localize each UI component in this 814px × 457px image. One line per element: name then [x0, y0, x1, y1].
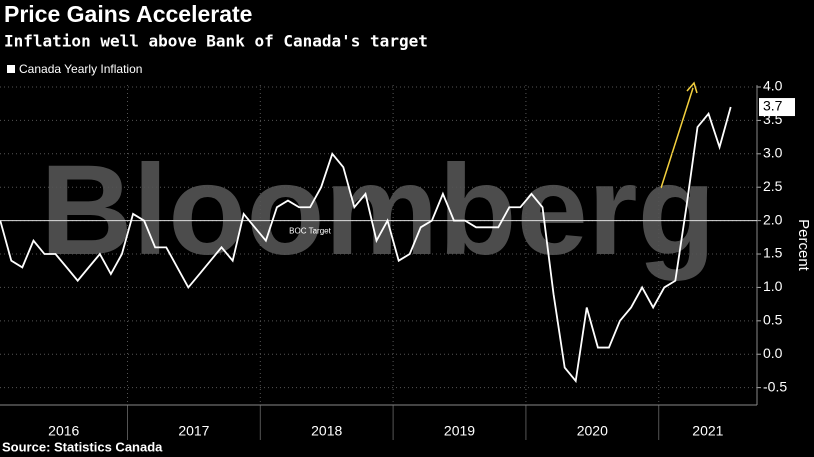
y-tick-label: 1.5: [763, 245, 783, 261]
y-tick-label: 0.5: [763, 312, 783, 328]
y-tick-label: 4.0: [763, 78, 783, 94]
legend-label: Canada Yearly Inflation: [19, 62, 142, 76]
target-label: BOC Target: [289, 227, 331, 236]
source: Source: Statistics Canada: [2, 439, 163, 454]
x-tick-label: 2017: [178, 423, 209, 439]
y-tick-label: 1.0: [763, 278, 783, 294]
y-axis-label: Percent: [795, 219, 812, 272]
chart-title: Price Gains Accelerate: [4, 1, 252, 27]
y-tick-label: 2.0: [763, 211, 783, 227]
y-tick-label: 0.0: [763, 345, 783, 361]
end-label-box: [759, 98, 795, 117]
legend-swatch: [7, 65, 15, 73]
annotation-arrow: [660, 87, 694, 189]
chart-subtitle: Inflation well above Bank of Canada's ta…: [4, 32, 428, 51]
y-tick-label: -0.5: [763, 378, 787, 394]
end-label: 3.7: [763, 98, 783, 114]
y-tick-label: 2.5: [763, 178, 783, 194]
x-tick-label: 2016: [48, 423, 79, 439]
x-tick-label: 2019: [444, 423, 475, 439]
watermark: Bloomberg: [40, 139, 716, 282]
x-tick-label: 2021: [692, 423, 723, 439]
data-line: [0, 106, 732, 384]
x-tick-label: 2020: [577, 423, 608, 439]
y-tick-label: 3.0: [763, 145, 783, 161]
x-tick-label: 2018: [311, 423, 342, 439]
annotation-arrowhead: [686, 81, 698, 94]
